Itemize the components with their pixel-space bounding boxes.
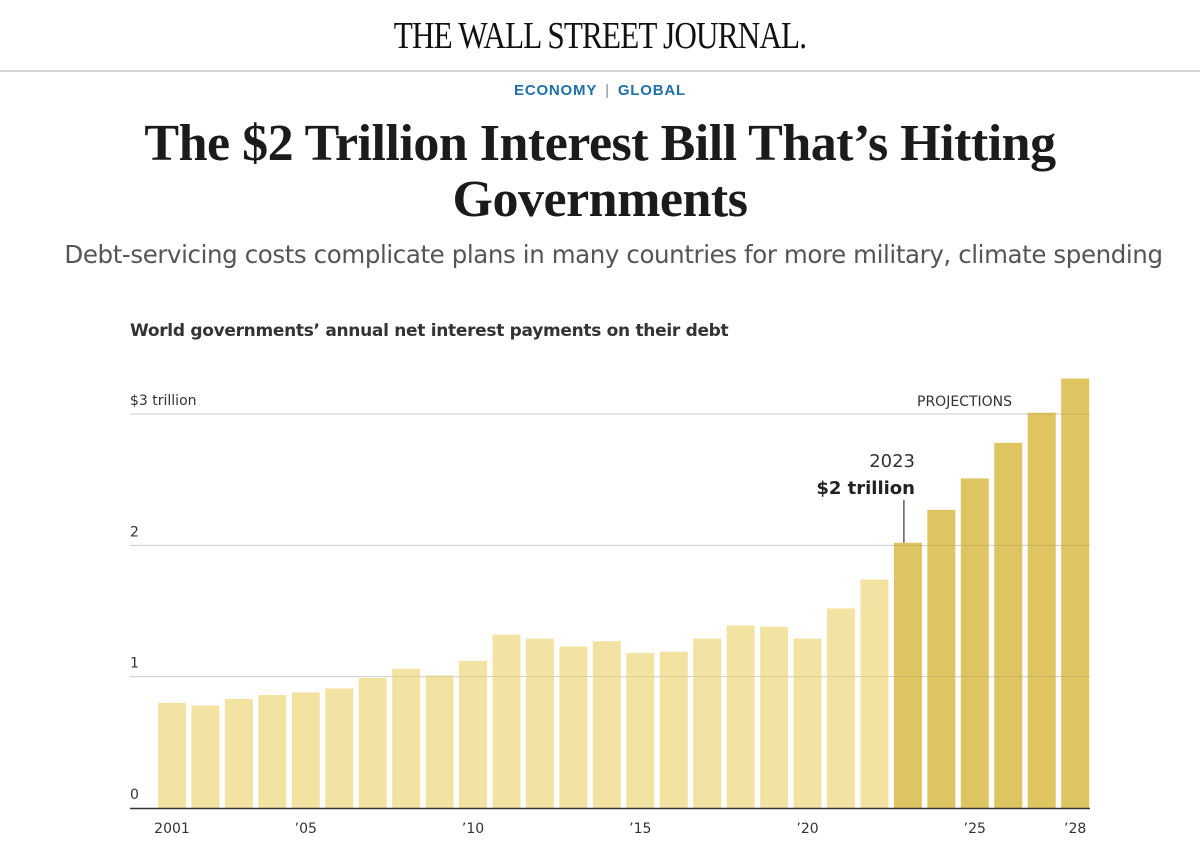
bar-2020 [793,638,822,808]
y-tick-label: $3 trillion [130,393,197,409]
bar-2003 [224,698,253,808]
bar-2002 [191,705,220,808]
bar-2025 [960,478,989,808]
section-link-global[interactable]: GLOBAL [617,82,686,99]
projections-label: PROJECTIONS [917,394,1012,410]
bar-2005 [291,692,320,808]
bar-2012 [525,638,554,808]
bar-2008 [392,668,421,808]
section-link-economy[interactable]: ECONOMY [514,82,598,99]
bar-2027 [1027,412,1056,808]
section-kicker: ECONOMY | GLOBAL [0,82,1200,99]
bar-2001 [158,702,186,808]
bar-2014 [592,641,621,808]
x-tick-label: ’10 [462,821,484,837]
bar-2009 [425,675,454,808]
annotation-year: 2023 [869,451,915,472]
article-headline: The $2 Trillion Interest Bill That’s Hit… [144,115,1056,228]
bar-2004 [258,695,287,808]
bar-2021 [827,608,855,808]
wsj-logo[interactable]: THE WALL STREET JOURNAL. [393,15,807,57]
bar-2011 [492,634,521,808]
bar-2022 [860,579,889,808]
x-tick-label: ’05 [295,821,317,837]
y-tick-label: 2 [130,524,139,540]
x-tick-label: ’25 [964,821,986,837]
bar-2018 [726,625,755,808]
section-separator: | [605,82,610,99]
bar-2019 [760,626,789,808]
masthead: THE WALL STREET JOURNAL. [0,0,1200,72]
article-dek: Debt-servicing costs complicate plans in… [64,240,1163,269]
chart-title: World governments’ annual net interest p… [130,321,729,341]
bar-2007 [358,677,387,808]
bar-2028 [1061,378,1090,808]
x-tick-label: 2001 [154,821,190,837]
y-tick-label: 1 [130,656,139,672]
bar-2016 [659,651,688,808]
annotation-value: $2 trillion [816,478,915,499]
x-tick-label: ’28 [1064,821,1086,837]
bar-2017 [693,638,722,808]
bar-2015 [626,653,655,808]
y-tick-label: 0 [130,787,139,803]
x-tick-label: ’15 [629,821,651,837]
bar-2006 [325,688,354,808]
bar-2023 [893,542,922,808]
bar-2013 [559,646,588,808]
bar-2010 [459,660,488,808]
bar-2024 [927,509,956,808]
bar-2026 [994,442,1023,808]
x-tick-label: ’20 [796,821,818,837]
